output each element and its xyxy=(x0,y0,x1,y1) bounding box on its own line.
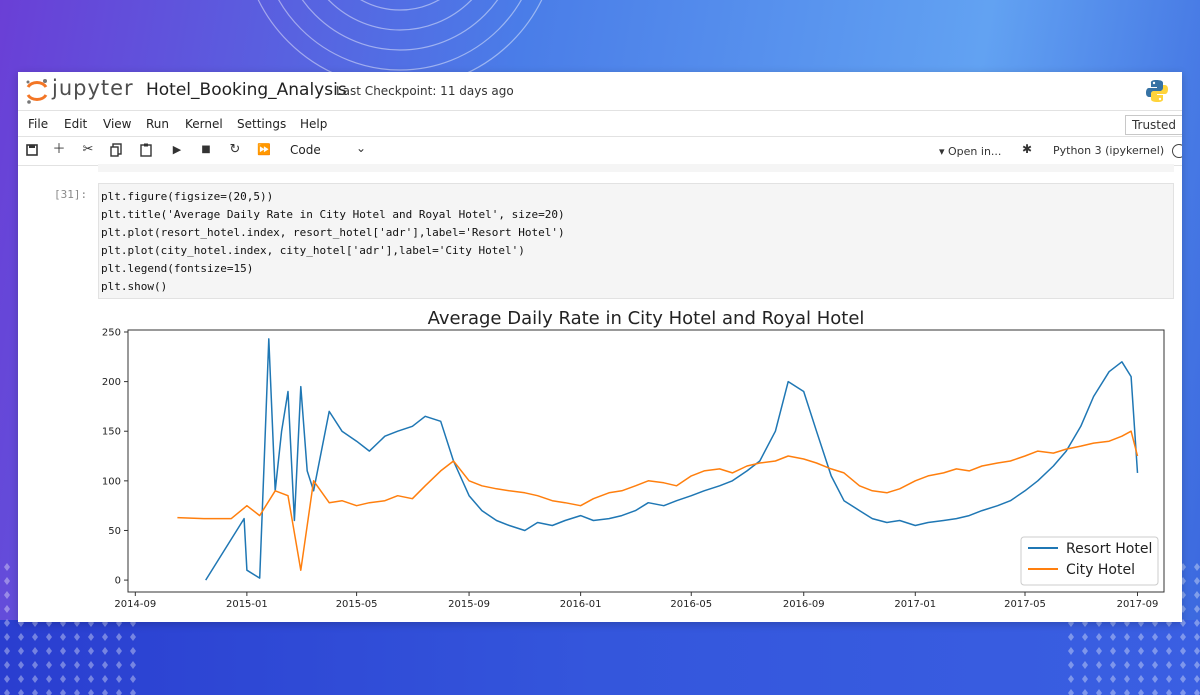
notebook-title[interactable]: Hotel_Booking_Analysis xyxy=(146,80,347,100)
plot-frame xyxy=(127,329,1165,593)
run-icon[interactable]: ▶ xyxy=(172,143,182,156)
y-tick-label: 150 xyxy=(102,427,121,438)
y-tick-label: 200 xyxy=(102,377,121,388)
restart-icon[interactable]: ↻ xyxy=(229,142,241,157)
x-tick-label: 2015-05 xyxy=(336,599,378,610)
add-cell-icon[interactable]: ＋ xyxy=(52,142,66,157)
brand-name: jupyter xyxy=(52,76,134,100)
copy-icon[interactable] xyxy=(107,141,125,159)
x-tick-label: 2017-09 xyxy=(1117,599,1159,610)
series-line-city-hotel xyxy=(177,430,1139,571)
stop-icon[interactable]: ■ xyxy=(201,144,211,155)
notebook-toolbar: ＋ ✂ ▶ ■ ↻ ⏩ Code ⌄ ▾ Open in... ✱ Python… xyxy=(18,136,1182,166)
menu-kernel[interactable]: Kernel xyxy=(185,117,223,131)
x-axis: 2014-09 2015-01 2015-05 2015-09 2016-01 2016-… xyxy=(114,592,1158,610)
y-tick-label: 250 xyxy=(102,327,121,338)
y-tick-label: 100 xyxy=(102,476,121,487)
gear-icon[interactable]: ✱ xyxy=(1022,142,1033,156)
run-all-icon[interactable]: ⏩ xyxy=(257,143,271,156)
y-axis: 0 50 100 150 200 250 xyxy=(102,327,128,587)
jupyter-logo-icon xyxy=(26,79,48,104)
kernel-status-icon xyxy=(1172,144,1182,158)
menu-help[interactable]: Help xyxy=(300,117,328,131)
menu-file[interactable]: File xyxy=(28,117,49,131)
notebook-header: jupyter Hotel_Booking_Analysis Last Chec… xyxy=(18,72,1182,110)
last-checkpoint: Last Checkpoint: 11 days ago xyxy=(336,84,514,98)
paste-icon[interactable] xyxy=(137,141,155,159)
previous-cell-edge xyxy=(98,164,1174,172)
open-in-button[interactable]: ▾ Open in... xyxy=(939,145,1002,158)
x-tick-label: 2015-01 xyxy=(226,599,268,610)
chart-title: Average Daily Rate in City Hotel and Roy… xyxy=(428,308,865,329)
jupyter-window: jupyter Hotel_Booking_Analysis Last Chec… xyxy=(18,72,1182,622)
legend-label-city: City Hotel xyxy=(1066,562,1135,578)
legend-label-resort: Resort Hotel xyxy=(1066,541,1152,557)
menu-settings[interactable]: Settings xyxy=(237,117,287,131)
chart-legend: Resort Hotel City Hotel xyxy=(1020,536,1159,586)
adr-line-chart: Average Daily Rate in City Hotel and Roy… xyxy=(102,308,1165,610)
x-tick-label: 2017-01 xyxy=(894,599,936,610)
code-line: plt.figure(figsize=(20,5)) xyxy=(101,190,274,203)
code-line: plt.plot(resort_hotel.index, resort_hote… xyxy=(101,226,565,239)
trusted-badge[interactable]: Trusted xyxy=(1124,115,1182,135)
x-tick-label: 2016-09 xyxy=(783,599,825,610)
x-tick-label: 2017-05 xyxy=(1004,599,1046,610)
chevron-down-icon[interactable]: ⌄ xyxy=(356,141,367,155)
code-line: plt.plot(city_hotel.index, city_hotel['a… xyxy=(101,244,525,257)
menu-view[interactable]: View xyxy=(103,117,132,131)
menu-run[interactable]: Run xyxy=(146,117,170,131)
menu-edit[interactable]: Edit xyxy=(64,117,88,131)
cell-prompt: [31]: xyxy=(54,188,88,201)
code-line: plt.show() xyxy=(101,280,168,293)
y-tick-label: 0 xyxy=(115,576,121,587)
menu-bar: File Edit View Run Kernel Settings Help … xyxy=(18,110,1182,137)
series-lines xyxy=(177,338,1139,581)
cut-icon[interactable]: ✂ xyxy=(82,142,94,157)
python-logo-icon xyxy=(1146,80,1168,102)
save-icon[interactable] xyxy=(23,141,41,159)
x-tick-label: 2016-05 xyxy=(670,599,712,610)
code-cell-input[interactable]: plt.figure(figsize=(20,5)) plt.title('Av… xyxy=(98,183,1174,299)
x-tick-label: 2016-01 xyxy=(560,599,602,610)
cell-type-select[interactable]: Code xyxy=(290,143,321,157)
background-band xyxy=(0,620,1200,695)
y-tick-label: 50 xyxy=(108,526,121,537)
kernel-name[interactable]: Python 3 (ipykernel) xyxy=(1053,144,1165,157)
code-line: plt.title('Average Daily Rate in City Ho… xyxy=(101,208,565,221)
series-line-resort-hotel xyxy=(205,338,1139,581)
x-tick-label: 2015-09 xyxy=(448,599,490,610)
code-line: plt.legend(fontsize=15) xyxy=(101,262,254,275)
x-tick-label: 2014-09 xyxy=(114,599,156,610)
